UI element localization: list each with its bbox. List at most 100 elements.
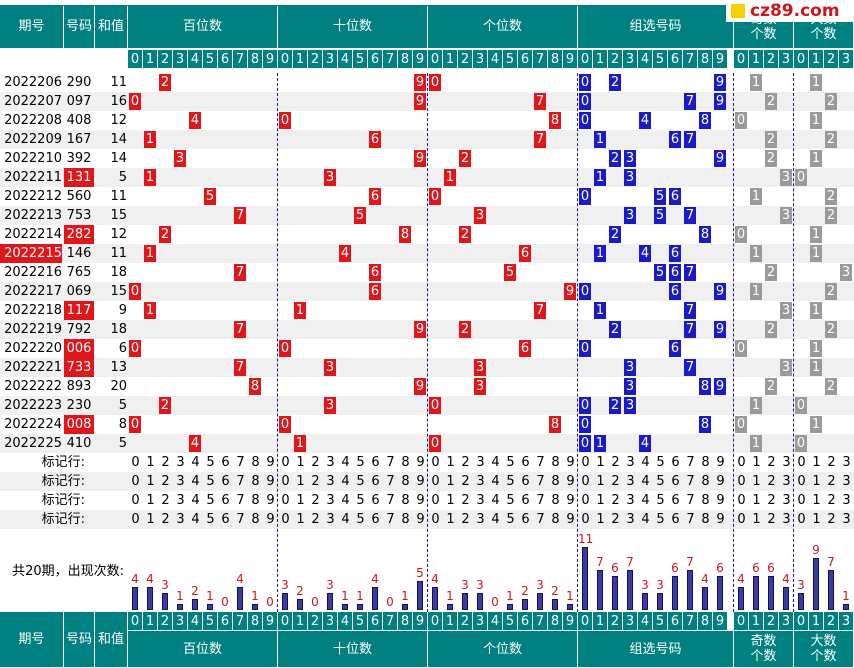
mark-digit[interactable]: 2 [461,512,470,527]
mark-digit[interactable]: 3 [176,474,185,489]
mark-digit[interactable]: 6 [371,455,380,470]
mark-digit[interactable]: 1 [146,474,155,489]
mark-digit[interactable]: 6 [521,455,530,470]
mark-digit[interactable]: 0 [431,493,440,508]
mark-digit[interactable]: 7 [536,512,545,527]
mark-digit[interactable]: 8 [701,455,710,470]
mark-digit[interactable]: 4 [491,493,500,508]
mark-digit[interactable]: 4 [641,512,650,527]
mark-digit[interactable]: 9 [266,455,275,470]
mark-digit[interactable]: 4 [341,474,350,489]
mark-digit[interactable]: 1 [146,455,155,470]
mark-digit[interactable]: 5 [506,455,515,470]
mark-digit[interactable]: 8 [401,455,410,470]
mark-digit[interactable]: 4 [491,474,500,489]
mark-digit[interactable]: 0 [737,512,746,527]
mark-digit[interactable]: 8 [551,512,560,527]
mark-digit[interactable]: 5 [506,512,515,527]
mark-digit[interactable]: 2 [461,493,470,508]
mark-digit[interactable]: 4 [641,455,650,470]
mark-digit[interactable]: 1 [296,455,305,470]
mark-digit[interactable]: 4 [191,474,200,489]
mark-digit[interactable]: 2 [827,455,836,470]
mark-digit[interactable]: 5 [206,474,215,489]
mark-digit[interactable]: 0 [131,455,140,470]
mark-digit[interactable]: 8 [551,474,560,489]
mark-digit[interactable]: 4 [191,455,200,470]
mark-digit[interactable]: 8 [701,474,710,489]
mark-digit[interactable]: 6 [371,512,380,527]
mark-digit[interactable]: 1 [296,512,305,527]
mark-digit[interactable]: 2 [827,493,836,508]
mark-digit[interactable]: 7 [686,474,695,489]
mark-digit[interactable]: 1 [752,493,761,508]
mark-digit[interactable]: 9 [566,512,575,527]
mark-digit[interactable]: 6 [371,493,380,508]
mark-digit[interactable]: 1 [752,455,761,470]
mark-digit[interactable]: 4 [641,474,650,489]
mark-digit[interactable]: 0 [737,474,746,489]
mark-digit[interactable]: 0 [281,455,290,470]
mark-digit[interactable]: 4 [341,512,350,527]
mark-digit[interactable]: 4 [341,455,350,470]
mark-digit[interactable]: 3 [326,493,335,508]
mark-digit[interactable]: 0 [431,512,440,527]
mark-digit[interactable]: 1 [812,512,821,527]
mark-digit[interactable]: 7 [536,455,545,470]
mark-digit[interactable]: 1 [752,474,761,489]
mark-digit[interactable]: 0 [797,512,806,527]
mark-digit[interactable]: 8 [551,455,560,470]
mark-digit[interactable]: 3 [782,512,791,527]
mark-digit[interactable]: 3 [842,455,851,470]
mark-digit[interactable]: 9 [416,474,425,489]
mark-digit[interactable]: 1 [446,455,455,470]
mark-digit[interactable]: 2 [611,474,620,489]
mark-digit[interactable]: 1 [296,493,305,508]
mark-digit[interactable]: 5 [656,493,665,508]
mark-digit[interactable]: 5 [356,455,365,470]
mark-digit[interactable]: 4 [491,512,500,527]
mark-digit[interactable]: 0 [581,455,590,470]
mark-digit[interactable]: 3 [842,493,851,508]
mark-digit[interactable]: 5 [206,455,215,470]
mark-digit[interactable]: 6 [221,474,230,489]
mark-digit[interactable]: 0 [797,455,806,470]
mark-digit[interactable]: 1 [446,512,455,527]
mark-digit[interactable]: 7 [236,493,245,508]
mark-digit[interactable]: 1 [596,455,605,470]
mark-digit[interactable]: 1 [446,474,455,489]
mark-digit[interactable]: 4 [491,455,500,470]
mark-digit[interactable]: 6 [671,474,680,489]
mark-digit[interactable]: 2 [161,512,170,527]
mark-digit[interactable]: 2 [161,493,170,508]
mark-digit[interactable]: 2 [827,512,836,527]
mark-digit[interactable]: 3 [476,474,485,489]
mark-digit[interactable]: 5 [206,512,215,527]
mark-digit[interactable]: 6 [221,455,230,470]
mark-digit[interactable]: 0 [131,512,140,527]
mark-digit[interactable]: 0 [737,493,746,508]
mark-digit[interactable]: 0 [581,474,590,489]
mark-digit[interactable]: 9 [566,455,575,470]
mark-digit[interactable]: 2 [611,512,620,527]
mark-digit[interactable]: 0 [797,474,806,489]
mark-digit[interactable]: 7 [236,474,245,489]
mark-digit[interactable]: 3 [626,493,635,508]
mark-digit[interactable]: 5 [206,493,215,508]
mark-digit[interactable]: 8 [401,474,410,489]
mark-digit[interactable]: 1 [146,512,155,527]
mark-digit[interactable]: 5 [656,512,665,527]
mark-digit[interactable]: 3 [626,455,635,470]
mark-digit[interactable]: 2 [611,493,620,508]
mark-digit[interactable]: 1 [596,512,605,527]
mark-digit[interactable]: 2 [311,512,320,527]
mark-digit[interactable]: 1 [446,493,455,508]
mark-digit[interactable]: 8 [701,493,710,508]
mark-digit[interactable]: 1 [812,493,821,508]
mark-digit[interactable]: 7 [536,493,545,508]
mark-digit[interactable]: 7 [686,493,695,508]
mark-digit[interactable]: 9 [416,493,425,508]
mark-digit[interactable]: 4 [341,493,350,508]
mark-digit[interactable]: 0 [131,493,140,508]
mark-digit[interactable]: 2 [767,493,776,508]
